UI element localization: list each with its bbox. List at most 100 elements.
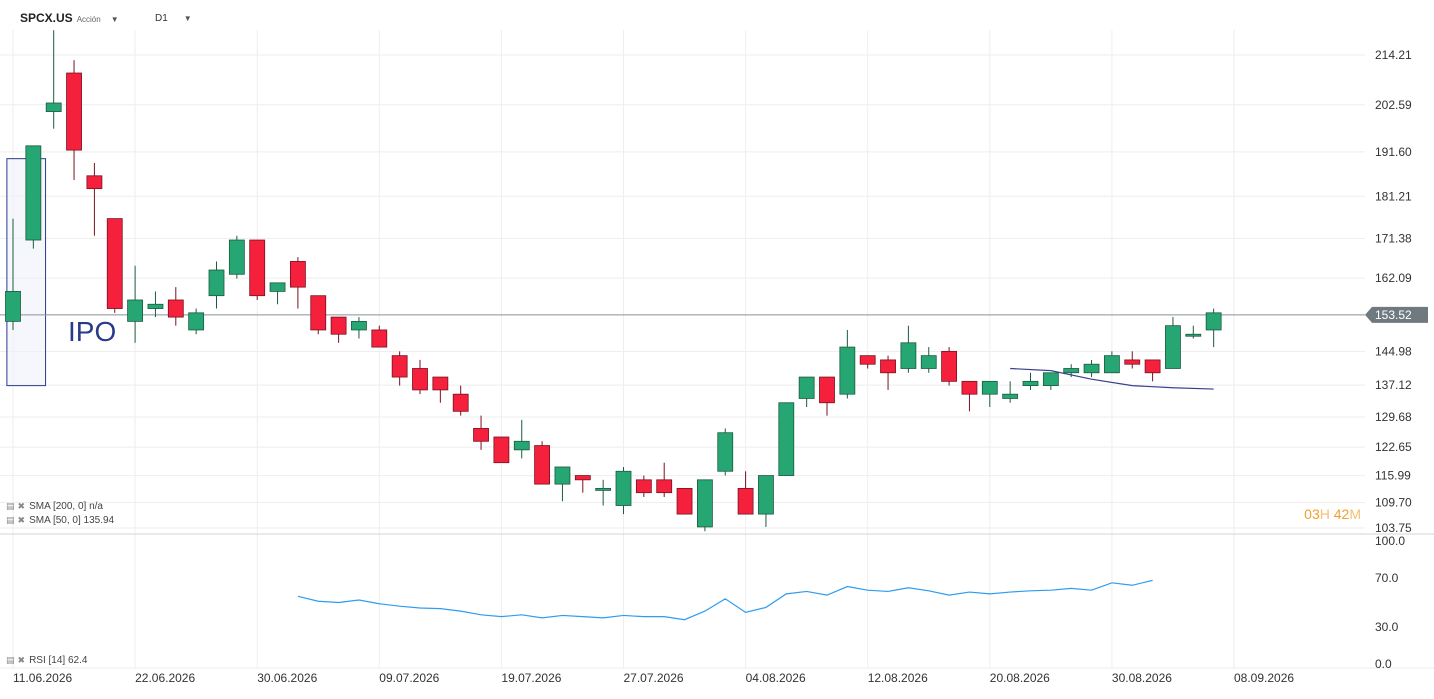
- current-price-tag: [1365, 306, 1428, 323]
- rsi-tick-label: 70.0: [1375, 571, 1399, 585]
- candle: [228, 235, 245, 279]
- candle-body: [656, 479, 673, 494]
- candle-body: [5, 291, 21, 322]
- candle: [941, 347, 957, 386]
- candle: [534, 441, 550, 485]
- indicator-sma200: ▤ ✖ SMA [200, 0] n/a: [6, 501, 103, 512]
- indicator-settings-icon[interactable]: ▤: [6, 655, 15, 665]
- candle-body: [452, 393, 469, 412]
- close-icon[interactable]: ✖: [17, 515, 26, 525]
- x-tick-label: 09.07.2026: [379, 671, 439, 685]
- countdown-hours: 03: [1304, 506, 1320, 522]
- indicator-rsi-label: RSI [14] 62.4: [29, 655, 88, 666]
- candle: [839, 329, 856, 399]
- price-tick-label: 122.65: [1375, 440, 1412, 454]
- candle-body: [371, 329, 388, 348]
- bar-countdown: 03H 42M: [1304, 506, 1361, 522]
- candle: [493, 436, 510, 464]
- x-tick-label: 30.08.2026: [1112, 671, 1172, 685]
- price-tick-label: 202.59: [1375, 98, 1412, 112]
- candle-body: [269, 282, 286, 292]
- candle-body: [330, 316, 347, 335]
- candle-body: [208, 269, 225, 297]
- candle: [1083, 359, 1100, 378]
- candle-body: [1165, 325, 1181, 369]
- candle: [554, 466, 571, 502]
- candle-body: [880, 359, 896, 374]
- candle: [1185, 325, 1202, 339]
- candle-body: [1185, 333, 1202, 337]
- candle-body: [228, 239, 245, 275]
- chevron-down-icon[interactable]: ▼: [183, 14, 192, 23]
- candle: [574, 475, 591, 493]
- candle: [269, 282, 286, 305]
- candle: [412, 359, 428, 395]
- candle: [167, 287, 184, 326]
- candle-body: [127, 299, 143, 322]
- candle-body: [1205, 312, 1222, 331]
- candle: [595, 479, 612, 506]
- x-tick-label: 04.08.2026: [746, 671, 806, 685]
- candle: [656, 462, 673, 497]
- rsi-line: [297, 579, 1153, 621]
- timeframe-selector[interactable]: D1 ▼: [155, 13, 192, 24]
- candle-body: [900, 342, 917, 369]
- candle: [452, 385, 469, 416]
- candle: [432, 376, 449, 403]
- candle: [737, 471, 754, 515]
- candle: [5, 218, 21, 330]
- candle-body: [188, 312, 205, 331]
- candle-body: [106, 218, 123, 309]
- candle-body: [798, 376, 815, 399]
- candle: [473, 415, 489, 450]
- candle: [1104, 351, 1120, 374]
- candle-body: [981, 380, 998, 395]
- x-tick-label: 12.08.2026: [868, 671, 928, 685]
- indicator-sma200-label: SMA [200, 0] n/a: [29, 501, 103, 512]
- candle-body: [493, 436, 510, 464]
- candle-body: [1022, 380, 1039, 387]
- close-icon[interactable]: ✖: [17, 501, 26, 511]
- candle-body: [1083, 363, 1100, 374]
- candle-body: [574, 475, 591, 481]
- candle: [127, 265, 143, 343]
- candle: [391, 351, 408, 386]
- candle: [106, 218, 123, 313]
- candle-body: [1124, 359, 1141, 365]
- close-icon[interactable]: ✖: [17, 655, 26, 665]
- candle: [798, 376, 815, 408]
- candle: [330, 316, 347, 343]
- price-tick-label: 171.38: [1375, 231, 1412, 245]
- indicator-settings-icon[interactable]: ▤: [6, 515, 15, 525]
- candle-body: [839, 346, 856, 395]
- symbol-selector[interactable]: SPCX.US Acción ▼: [20, 11, 119, 25]
- candle: [635, 475, 652, 497]
- x-tick-label: 08.09.2026: [1234, 671, 1294, 685]
- candle: [1002, 381, 1019, 403]
- chevron-down-icon[interactable]: ▼: [110, 15, 119, 24]
- indicator-sma50: ▤ ✖ SMA [50, 0] 135.94: [6, 515, 114, 526]
- candle-body: [289, 261, 306, 288]
- x-tick-label: 20.08.2026: [990, 671, 1050, 685]
- x-tick-label: 19.07.2026: [501, 671, 561, 685]
- candle-body: [920, 355, 937, 369]
- candle-body: [391, 355, 408, 378]
- symbol-name: SPCX.US: [20, 11, 73, 25]
- candle: [859, 355, 876, 369]
- sma50-line: [1010, 367, 1214, 390]
- candle-body: [1042, 372, 1059, 387]
- candle: [310, 295, 327, 335]
- indicator-settings-icon[interactable]: ▤: [6, 501, 15, 511]
- candle: [1124, 351, 1141, 369]
- candle: [1042, 372, 1059, 390]
- candle-body: [961, 380, 978, 395]
- candle-body: [635, 479, 652, 494]
- candle-body: [615, 470, 632, 506]
- candle: [147, 291, 164, 318]
- price-tick-label: 214.21: [1375, 48, 1412, 62]
- candle-body: [513, 440, 530, 451]
- candle-body: [554, 466, 571, 485]
- candle-body: [412, 368, 428, 391]
